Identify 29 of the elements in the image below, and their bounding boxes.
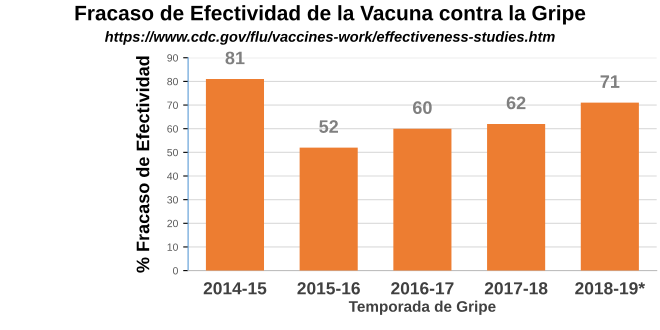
x-tick-label: 2015-16 [297,282,360,294]
data-label: 81 [225,52,244,64]
chart-title: Fracaso de Efectividad de la Vacuna contra la Gripe [76,5,586,25]
y-tick-label: 0 [172,267,178,274]
y-tick-label: 90 [167,54,178,62]
y-tick-label: 60 [167,125,178,133]
bar [206,79,264,271]
x-tick-label: 2014-15 [204,282,266,294]
y-tick-label: 10 [168,243,178,251]
y-tick-label: 30 [167,196,178,204]
x-axis-title: Temporada de Gripe [348,300,496,315]
y-tick-label: 80 [167,78,178,86]
bar [487,124,546,271]
data-label: 60 [413,101,432,114]
data-label: 71 [600,75,620,88]
y-tick-label: 70 [167,102,178,109]
y-tick-label: 20 [167,220,178,228]
y-tick-label: 50 [167,148,178,156]
bar [393,128,452,271]
y-axis-title: % Fracaso de Efectividad [136,56,150,273]
x-tick-label: 2018-19* [575,282,646,294]
x-tick-label: 2016-17 [391,282,454,294]
data-label: 52 [319,120,338,133]
bar [300,148,358,271]
bar [580,102,639,271]
y-tick-label: 40 [167,172,178,180]
chart-subtitle: https://www.cdc.gov/flu/vaccines-work/effectiveness-studies.htm [104,31,555,45]
data-label: 62 [506,96,526,110]
x-tick-label: 2017-18 [484,282,548,294]
